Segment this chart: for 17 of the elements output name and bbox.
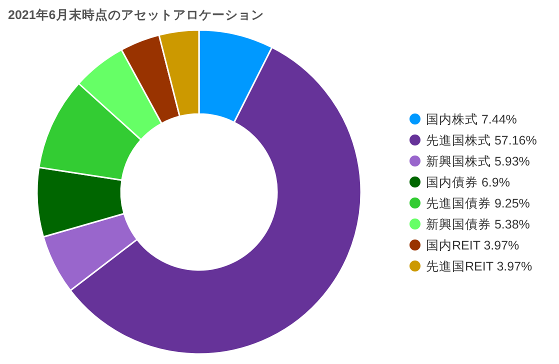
legend-label: 新興国債券 bbox=[426, 218, 491, 232]
data-label: 5.38% bbox=[494, 218, 530, 232]
legend-label: 先進国REIT bbox=[426, 260, 494, 274]
data-label: 9.25% bbox=[494, 196, 530, 210]
legend-label: 新興国株式 bbox=[426, 154, 491, 168]
legend-label: 先進国株式 bbox=[426, 134, 491, 148]
data-label: 3.97% bbox=[496, 260, 532, 274]
legend-label: 国内REIT bbox=[426, 238, 480, 252]
data-label: 3.97% bbox=[484, 238, 520, 252]
legend-label: 国内株式 bbox=[426, 112, 478, 126]
data-label: 6.9% bbox=[481, 176, 510, 190]
legend-label: 国内債券 bbox=[426, 176, 478, 190]
data-label: 5.93% bbox=[494, 154, 530, 168]
chart-title: 2021年6月末時点のアセットアロケーション bbox=[8, 7, 264, 22]
data-label: 7.44% bbox=[481, 112, 517, 126]
legend-label: 先進国債券 bbox=[426, 196, 491, 210]
data-label: 57.16% bbox=[494, 134, 537, 148]
